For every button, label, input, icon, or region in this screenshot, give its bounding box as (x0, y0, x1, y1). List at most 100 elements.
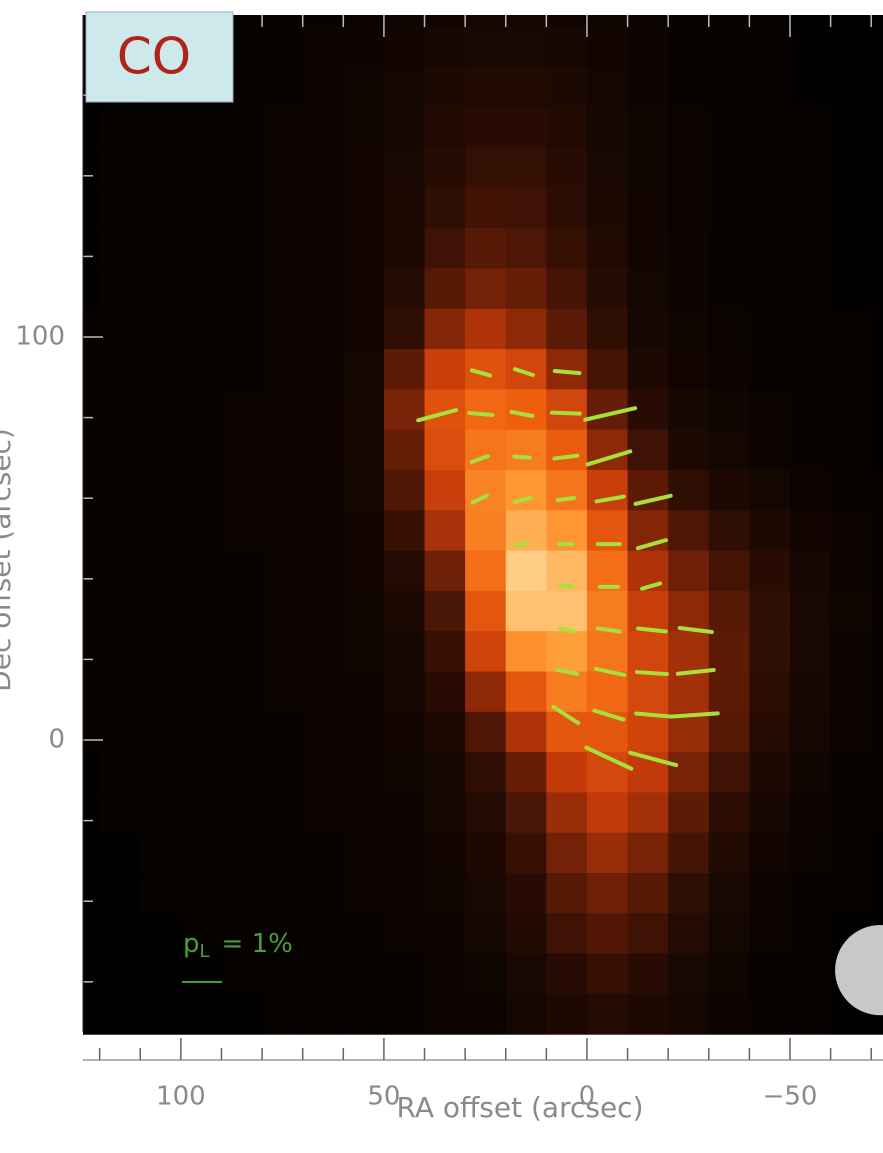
heatmap-cell (425, 913, 466, 954)
heatmap-cell (221, 148, 262, 189)
heatmap-cell (425, 712, 466, 753)
heatmap-cell (384, 430, 425, 471)
heatmap-cell (546, 148, 587, 189)
heatmap-cell (587, 913, 628, 954)
heatmap-cell (871, 67, 883, 108)
heatmap-cell (628, 873, 669, 914)
heatmap-cell (100, 510, 141, 551)
heatmap-cell (100, 430, 141, 471)
heatmap-cell (343, 188, 384, 229)
heatmap-cell (221, 672, 262, 713)
heatmap-cell (221, 268, 262, 309)
heatmap-cell (506, 551, 547, 592)
heatmap-cell (140, 672, 181, 713)
heatmap-cell (384, 107, 425, 148)
heatmap-cell (587, 873, 628, 914)
heatmap-cell (668, 873, 709, 914)
heatmap-cell (384, 672, 425, 713)
heatmap-cell (221, 510, 262, 551)
heatmap-cell (506, 67, 547, 108)
heatmap-cell (668, 268, 709, 309)
heatmap-cell (384, 712, 425, 753)
heatmap-cell (668, 67, 709, 108)
heatmap-cell (221, 954, 262, 995)
heatmap-cell (546, 792, 587, 833)
heatmap-cell (628, 0, 669, 27)
heatmap-cell (343, 591, 384, 632)
heatmap-cell (790, 712, 831, 753)
heatmap-cell (506, 873, 547, 914)
heatmap-cell (871, 228, 883, 269)
heatmap-cell (506, 27, 547, 68)
heatmap-cell (465, 389, 506, 430)
heatmap-cell (262, 833, 303, 874)
heatmap-cell (100, 188, 141, 229)
heatmap-cell (181, 672, 222, 713)
heatmap-cell (709, 873, 750, 914)
heatmap-cell (506, 268, 547, 309)
heatmap-cell (546, 389, 587, 430)
heatmap-cell (546, 349, 587, 390)
heatmap-cell (465, 954, 506, 995)
heatmap-cell (384, 349, 425, 390)
heatmap-cell (790, 752, 831, 793)
heatmap-cell (140, 309, 181, 350)
heatmap-cell (709, 792, 750, 833)
heatmap-cell (790, 349, 831, 390)
heatmap-cell (831, 833, 872, 874)
heatmap-cell (343, 994, 384, 1035)
heatmap-cell (831, 27, 872, 68)
heatmap-cell (506, 188, 547, 229)
heatmap-cell (343, 551, 384, 592)
heatmap-cell (425, 752, 466, 793)
heatmap-cell (343, 268, 384, 309)
heatmap-cell (140, 107, 181, 148)
heatmap-cell (668, 27, 709, 68)
heatmap-cell (749, 27, 790, 68)
heatmap-cell (506, 994, 547, 1035)
heatmap-cell (546, 430, 587, 471)
heatmap-cell (343, 228, 384, 269)
heatmap-cell (831, 631, 872, 672)
heatmap-cell (262, 752, 303, 793)
heatmap-cell (465, 591, 506, 632)
heatmap-cell (100, 148, 141, 189)
heatmap-cell (343, 631, 384, 672)
heatmap-cell (749, 551, 790, 592)
heatmap-cell (749, 148, 790, 189)
heatmap-cell (709, 389, 750, 430)
heatmap-cell (181, 430, 222, 471)
heatmap-cell (343, 148, 384, 189)
heatmap-cell (384, 551, 425, 592)
heatmap-cell (871, 712, 883, 753)
heatmap-cell (59, 792, 100, 833)
heatmap-cell (181, 631, 222, 672)
heatmap-cell (546, 631, 587, 672)
heatmap-cell (221, 873, 262, 914)
heatmap-cell (790, 148, 831, 189)
heatmap-cell (384, 510, 425, 551)
heatmap-cell (749, 591, 790, 632)
heatmap-cell (465, 873, 506, 914)
heatmap-cell (181, 309, 222, 350)
heatmap-cell (384, 833, 425, 874)
heatmap-cell (587, 792, 628, 833)
heatmap-cell (425, 833, 466, 874)
heatmap-cell (831, 510, 872, 551)
heatmap-cell (303, 792, 344, 833)
heatmap-cell (100, 712, 141, 753)
heatmap-cell (709, 591, 750, 632)
heatmap-cell (749, 188, 790, 229)
heatmap-cell (587, 228, 628, 269)
heatmap-cell (546, 309, 587, 350)
heatmap-cell (749, 107, 790, 148)
y-tick-label: 0 (48, 725, 65, 755)
heatmap-cell (790, 591, 831, 632)
heatmap-cell (587, 67, 628, 108)
heatmap-cell (384, 188, 425, 229)
heatmap-cell (181, 873, 222, 914)
heatmap-cell (303, 551, 344, 592)
heatmap-cell (546, 913, 587, 954)
heatmap-cell (546, 873, 587, 914)
heatmap-cell (709, 954, 750, 995)
